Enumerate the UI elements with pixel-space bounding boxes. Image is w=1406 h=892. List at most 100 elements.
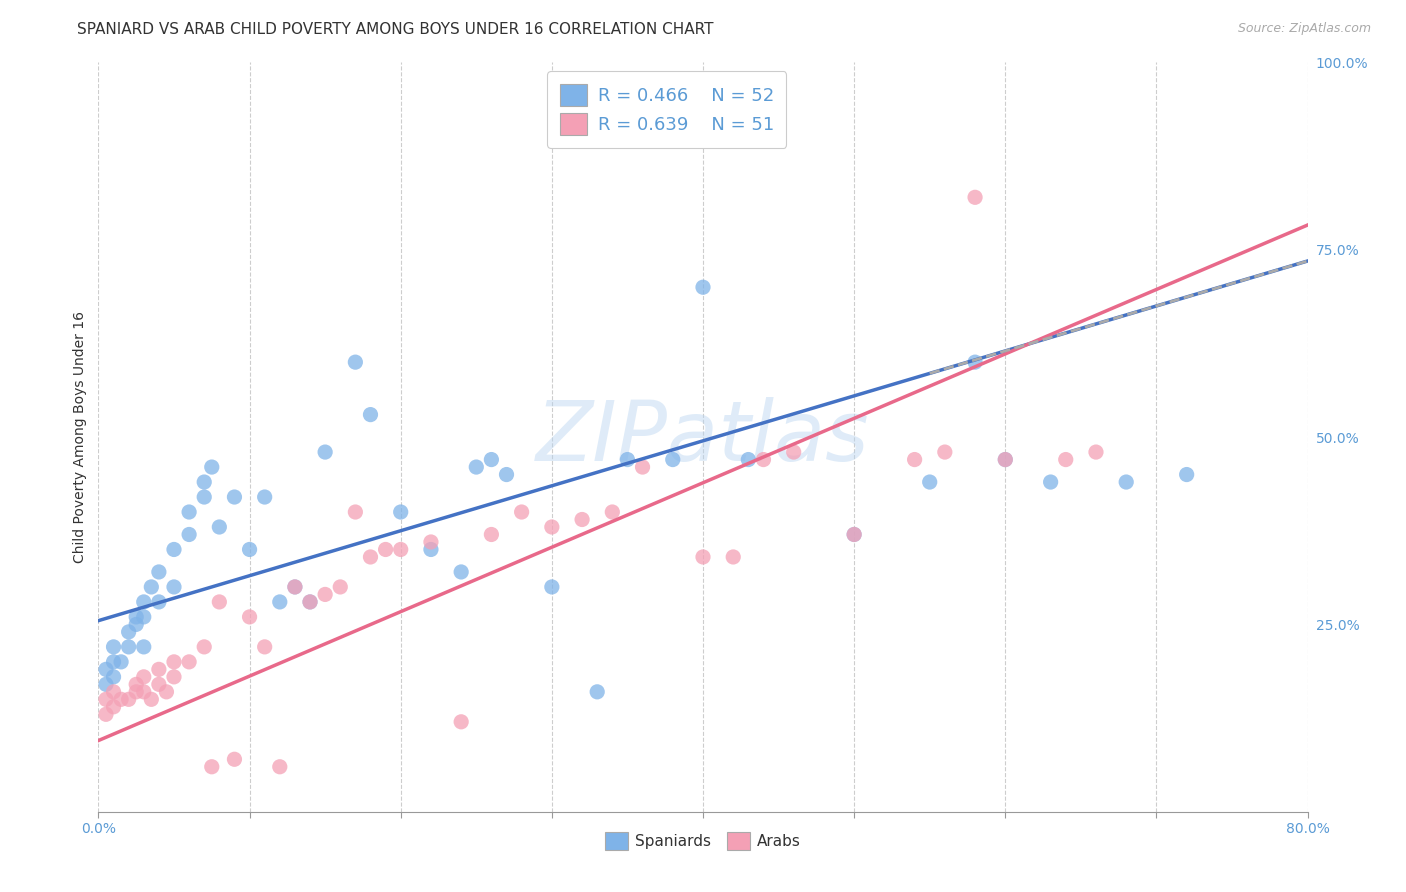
Point bbox=[103, 640, 125, 654]
Point bbox=[118, 692, 141, 706]
Point bbox=[540, 580, 562, 594]
Point bbox=[692, 280, 714, 294]
Point bbox=[193, 490, 215, 504]
Point bbox=[201, 760, 224, 774]
Point bbox=[586, 685, 609, 699]
Point bbox=[844, 527, 866, 541]
Point bbox=[141, 580, 163, 594]
Point bbox=[253, 640, 276, 654]
Point bbox=[602, 505, 624, 519]
Text: SPANIARD VS ARAB CHILD POVERTY AMONG BOYS UNDER 16 CORRELATION CHART: SPANIARD VS ARAB CHILD POVERTY AMONG BOY… bbox=[77, 22, 714, 37]
Point bbox=[844, 527, 866, 541]
Point bbox=[193, 640, 215, 654]
Point bbox=[132, 595, 155, 609]
Text: Source: ZipAtlas.com: Source: ZipAtlas.com bbox=[1237, 22, 1371, 36]
Point bbox=[495, 467, 517, 482]
Point bbox=[1085, 445, 1108, 459]
Point bbox=[284, 580, 307, 594]
Point bbox=[299, 595, 322, 609]
Point bbox=[1039, 475, 1062, 489]
Point bbox=[723, 549, 745, 564]
Point bbox=[208, 520, 231, 534]
Point bbox=[94, 707, 117, 722]
Point bbox=[118, 624, 141, 639]
Point bbox=[450, 565, 472, 579]
Point bbox=[148, 595, 170, 609]
Y-axis label: Child Poverty Among Boys Under 16: Child Poverty Among Boys Under 16 bbox=[73, 311, 87, 563]
Point bbox=[965, 355, 987, 369]
Point bbox=[132, 610, 155, 624]
Point bbox=[389, 542, 412, 557]
Point bbox=[94, 677, 117, 691]
Point bbox=[193, 475, 215, 489]
Point bbox=[631, 460, 654, 475]
Point bbox=[125, 677, 148, 691]
Point bbox=[752, 452, 775, 467]
Point bbox=[125, 610, 148, 624]
Point bbox=[148, 677, 170, 691]
Point bbox=[208, 595, 231, 609]
Point bbox=[163, 580, 186, 594]
Point bbox=[420, 535, 443, 549]
Point bbox=[904, 452, 927, 467]
Point bbox=[540, 520, 562, 534]
Point bbox=[163, 655, 186, 669]
Point bbox=[481, 452, 503, 467]
Point bbox=[163, 542, 186, 557]
Point bbox=[510, 505, 533, 519]
Point bbox=[163, 670, 186, 684]
Point bbox=[103, 670, 125, 684]
Point bbox=[1054, 452, 1077, 467]
Point bbox=[465, 460, 488, 475]
Point bbox=[269, 760, 291, 774]
Point bbox=[125, 685, 148, 699]
Point bbox=[179, 655, 201, 669]
Point bbox=[314, 445, 336, 459]
Point bbox=[1175, 467, 1198, 482]
Point bbox=[934, 445, 956, 459]
Point bbox=[374, 542, 396, 557]
Point bbox=[994, 452, 1017, 467]
Point bbox=[155, 685, 177, 699]
Point bbox=[314, 587, 336, 601]
Point bbox=[692, 549, 714, 564]
Legend: Spaniards, Arabs: Spaniards, Arabs bbox=[599, 826, 807, 856]
Point bbox=[132, 640, 155, 654]
Point bbox=[344, 355, 367, 369]
Point bbox=[94, 662, 117, 676]
Point bbox=[783, 445, 806, 459]
Point bbox=[132, 670, 155, 684]
Point bbox=[994, 452, 1017, 467]
Point bbox=[450, 714, 472, 729]
Point bbox=[148, 662, 170, 676]
Point bbox=[918, 475, 941, 489]
Point bbox=[1115, 475, 1137, 489]
Point bbox=[110, 692, 132, 706]
Point bbox=[224, 490, 246, 504]
Point bbox=[571, 512, 593, 526]
Point bbox=[239, 610, 262, 624]
Point bbox=[299, 595, 322, 609]
Point bbox=[965, 190, 987, 204]
Point bbox=[94, 692, 117, 706]
Point bbox=[737, 452, 759, 467]
Point bbox=[103, 699, 125, 714]
Point bbox=[224, 752, 246, 766]
Point bbox=[253, 490, 276, 504]
Point bbox=[118, 640, 141, 654]
Point bbox=[132, 685, 155, 699]
Point bbox=[179, 505, 201, 519]
Point bbox=[389, 505, 412, 519]
Point bbox=[269, 595, 291, 609]
Point bbox=[661, 452, 683, 467]
Point bbox=[148, 565, 170, 579]
Point bbox=[110, 655, 132, 669]
Point bbox=[329, 580, 352, 594]
Point bbox=[179, 527, 201, 541]
Point bbox=[141, 692, 163, 706]
Text: ZIPatlas: ZIPatlas bbox=[536, 397, 870, 477]
Point bbox=[125, 617, 148, 632]
Point bbox=[360, 549, 382, 564]
Point bbox=[103, 685, 125, 699]
Point bbox=[103, 655, 125, 669]
